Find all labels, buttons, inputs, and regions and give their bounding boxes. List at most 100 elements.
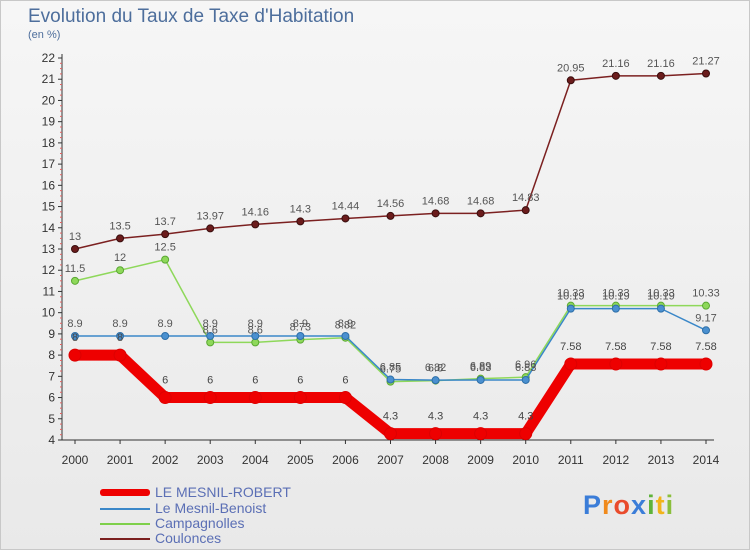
data-label-coulonces: 13.5: [109, 220, 130, 232]
y-tick-label: 14: [42, 221, 56, 235]
data-point-le-mesnil-benoist: [116, 332, 125, 341]
data-point-le-mesnil-benoist: [206, 332, 215, 341]
data-point-le-mesnil-robert: [338, 391, 352, 405]
data-label-le-mesnil-robert: 6: [207, 375, 213, 387]
data-label-coulonces: 13.97: [196, 210, 224, 222]
x-tick-label: 2010: [512, 453, 539, 467]
data-label-campagnolles: 10.33: [602, 288, 630, 300]
legend-swatch-le-mesnil-benoist: [100, 508, 150, 510]
data-label-le-mesnil-benoist: 6.83: [515, 362, 536, 374]
data-point-coulonces: [431, 209, 440, 218]
data-point-campagnolles: [161, 255, 170, 264]
data-label-le-mesnil-robert: 4.3: [383, 411, 398, 423]
data-label-le-mesnil-benoist: 8.9: [338, 318, 353, 330]
x-tick-label: 2009: [467, 453, 494, 467]
data-label-le-mesnil-robert: 4.3: [428, 411, 443, 423]
data-point-le-mesnil-robert: [519, 427, 533, 441]
data-point-coulonces: [702, 69, 710, 78]
data-label-campagnolles: 6.8: [428, 363, 443, 375]
data-label-le-mesnil-robert: 7.58: [605, 341, 626, 353]
data-label-campagnolles: 12.5: [154, 242, 175, 254]
data-label-campagnolles: 6.75: [380, 364, 401, 376]
data-label-le-mesnil-robert: 7.58: [560, 341, 581, 353]
data-point-le-mesnil-benoist: [476, 375, 485, 384]
data-point-campagnolles: [702, 301, 710, 310]
data-point-le-mesnil-robert: [474, 427, 488, 441]
data-point-le-mesnil-robert: [609, 357, 623, 371]
legend-label: Coulonces: [155, 530, 222, 546]
line-chart: 4 5 6 7 8 9 10 11 12 13 14 15 16 17 18 19 20 21 22 2000 2001…: [42, 51, 720, 467]
legend-item-le-mesnil-benoist: Le Mesnil-Benoist: [100, 500, 360, 516]
data-label-le-mesnil-robert: 7.58: [650, 341, 671, 353]
legend-item-campagnolles: Campagnolles: [100, 515, 360, 531]
data-point-le-mesnil-benoist: [521, 375, 530, 384]
data-label-coulonces: 14.68: [467, 195, 495, 207]
data-label-campagnolles: 10.33: [692, 288, 720, 300]
data-label-le-mesnil-robert: 8: [117, 332, 123, 344]
y-tick-label: 4: [48, 433, 55, 447]
data-label-le-mesnil-benoist: 6.83: [470, 362, 491, 374]
legend-item-coulonces: Coulonces: [100, 530, 360, 546]
y-tick-label: 16: [42, 178, 56, 192]
data-label-coulonces: 14.83: [512, 192, 540, 204]
data-label-le-mesnil-robert: 7.58: [695, 341, 716, 353]
data-point-le-mesnil-robert: [68, 348, 82, 362]
data-point-coulonces: [296, 217, 305, 226]
data-label-le-mesnil-robert: 4.3: [518, 411, 533, 423]
data-label-le-mesnil-benoist: 8.9: [157, 318, 172, 330]
y-tick-label: 13: [42, 242, 56, 256]
data-label-campagnolles: 6.89: [470, 361, 491, 373]
legend-swatch-coulonces: [100, 538, 150, 540]
data-point-le-mesnil-benoist: [611, 304, 620, 313]
data-point-coulonces: [521, 206, 530, 215]
data-point-coulonces: [656, 71, 665, 80]
x-tick-label: 2012: [603, 453, 630, 467]
data-point-coulonces: [611, 71, 620, 80]
x-tick-label: 2006: [332, 453, 359, 467]
data-point-le-mesnil-robert: [564, 357, 578, 371]
data-label-coulonces: 14.16: [242, 206, 270, 218]
data-label-le-mesnil-robert: 6: [162, 375, 168, 387]
data-point-campagnolles: [116, 266, 125, 275]
x-tick-label: 2002: [152, 453, 179, 467]
data-label-coulonces: 13: [69, 231, 81, 243]
x-tick-label: 2005: [287, 453, 314, 467]
data-label-le-mesnil-benoist: 10.19: [602, 291, 630, 303]
legend-label: Campagnolles: [155, 515, 245, 531]
y-tick-label: 20: [42, 93, 56, 107]
data-label-campagnolles: 8.73: [290, 322, 311, 334]
y-tick-label: 19: [42, 115, 56, 129]
data-label-coulonces: 21.27: [692, 55, 720, 67]
data-label-campagnolles: 10.33: [557, 288, 585, 300]
data-label-le-mesnil-benoist: 9.17: [695, 312, 716, 324]
proxiti-logo: Proxiti: [583, 490, 675, 520]
data-point-coulonces: [566, 76, 575, 85]
data-label-le-mesnil-benoist: 8.9: [112, 318, 127, 330]
x-tick-label: 2013: [648, 453, 675, 467]
data-label-campagnolles: 12: [114, 252, 126, 264]
x-tick-label: 2014: [693, 453, 720, 467]
data-point-coulonces: [476, 209, 485, 218]
legend-swatch-le-mesnil-robert: [100, 489, 150, 496]
data-label-le-mesnil-robert: 6: [342, 375, 348, 387]
data-label-le-mesnil-benoist: 8.9: [293, 318, 308, 330]
y-tick-label: 10: [42, 306, 56, 320]
y-tick-label: 18: [42, 136, 56, 150]
x-tick-label: 2011: [558, 453, 584, 467]
y-tick-label: 21: [42, 72, 56, 86]
data-label-campagnolles: 10.33: [647, 288, 675, 300]
y-tick-label: 22: [42, 51, 56, 65]
data-point-le-mesnil-benoist: [431, 376, 440, 385]
data-point-coulonces: [251, 220, 260, 229]
legend-swatch-campagnolles: [100, 523, 150, 525]
data-label-coulonces: 20.95: [557, 62, 585, 74]
data-label-le-mesnil-robert: 6: [297, 375, 303, 387]
data-label-campagnolles: 8.6: [248, 324, 263, 336]
y-tick-label: 11: [43, 284, 56, 298]
data-label-le-mesnil-benoist: 6.82: [425, 362, 446, 374]
y-tick-label: 8: [48, 348, 55, 362]
data-point-le-mesnil-robert: [429, 427, 443, 441]
x-tick-label: 2004: [242, 453, 269, 467]
y-tick-label: 5: [48, 412, 55, 426]
data-point-campagnolles: [71, 276, 79, 285]
